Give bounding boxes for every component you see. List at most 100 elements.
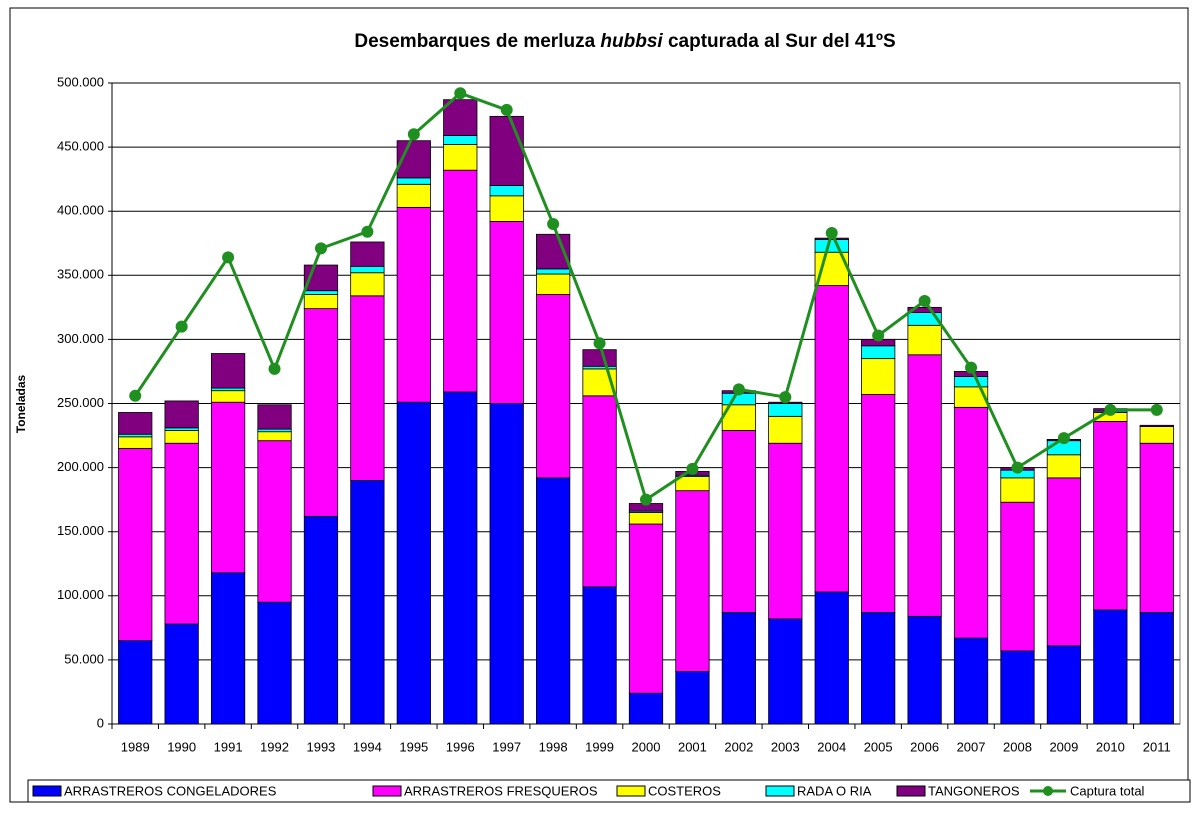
chart-title: Desembarques de merluza hubbsi capturada… (354, 31, 895, 52)
bar-segment (257, 431, 292, 442)
bar-segment (953, 637, 989, 725)
line-marker (640, 493, 652, 506)
bar-segment (861, 345, 896, 360)
bar-segment (118, 412, 153, 435)
line-marker (1011, 461, 1024, 474)
x-tick-label: 1998 (539, 739, 568, 754)
line-marker (732, 383, 745, 396)
legend-swatch (896, 785, 926, 797)
legend-label: ARRASTREROS FRESQUEROS (404, 783, 598, 798)
bar-segment (396, 177, 431, 185)
y-tick-label: 100.000 (57, 587, 104, 602)
line-marker (314, 242, 327, 255)
bar-segment (814, 591, 849, 725)
bar-segment (1046, 454, 1082, 479)
bar-segment (210, 572, 246, 725)
legend-marker (1043, 786, 1053, 796)
legend-swatch (32, 785, 62, 797)
y-tick-label: 300.000 (57, 331, 104, 346)
bar-segment (164, 442, 199, 625)
line-marker (454, 87, 467, 100)
legend-label: COSTEROS (648, 783, 721, 798)
bar-segment (489, 115, 524, 186)
x-tick-label: 1999 (585, 739, 614, 754)
bar-segment (1139, 424, 1174, 427)
bar-segment (536, 273, 571, 295)
bar-segment (582, 395, 617, 588)
bar-segment (1000, 477, 1035, 503)
y-tick-label: 250.000 (57, 395, 104, 410)
bar-segment (489, 403, 524, 725)
x-tick-label: 1989 (121, 739, 150, 754)
line-marker (1150, 403, 1163, 416)
y-tick-label: 200.000 (57, 459, 104, 474)
line-marker (1104, 403, 1117, 416)
bar-segment (907, 354, 942, 617)
bar-segment (443, 144, 478, 171)
title-part: capturada al Sur del 41ºS (663, 31, 896, 52)
bar-segment (303, 515, 339, 725)
bar-segment (1093, 609, 1128, 725)
bar-segment (489, 195, 524, 222)
line-marker (686, 462, 699, 475)
bar-segment (814, 285, 849, 593)
bar-segment (489, 185, 524, 197)
bar-segment (443, 99, 478, 136)
x-tick-label: 1990 (167, 739, 196, 754)
y-tick-label: 50.000 (64, 651, 104, 666)
bar-segment (1093, 421, 1128, 611)
line-marker (407, 128, 420, 141)
bar-segment (628, 692, 664, 725)
line-marker (129, 389, 142, 402)
bar-segment (861, 358, 896, 395)
bar-segment (396, 206, 431, 403)
bar-segment (210, 353, 246, 389)
line-marker (222, 251, 235, 264)
line-marker (918, 294, 931, 307)
bar-segment (118, 447, 153, 642)
bar-segment (303, 294, 339, 310)
bar-segment (1139, 426, 1174, 444)
bar-segment (489, 221, 524, 404)
bar-segment (536, 477, 571, 725)
line-marker (500, 103, 513, 116)
x-tick-label: 1997 (492, 739, 521, 754)
bar-segment (675, 476, 710, 492)
bar-segment (164, 623, 199, 725)
x-tick-label: 2009 (1049, 739, 1078, 754)
bar-segment (907, 615, 942, 725)
bar-segment (768, 403, 803, 417)
legend-label: TANGONEROS (928, 783, 1020, 798)
bar-segment (1046, 645, 1082, 725)
y-tick-label: 400.000 (57, 203, 104, 218)
line-marker (872, 329, 885, 342)
x-tick-label: 2005 (864, 739, 893, 754)
bar-segment (536, 294, 571, 479)
bar-segment (118, 436, 153, 449)
bar-segment (582, 586, 617, 725)
x-tick-label: 2010 (1096, 739, 1125, 754)
bar-segment (675, 671, 710, 725)
bar-segment (1139, 612, 1174, 725)
line-marker (175, 320, 188, 333)
bar-segment (257, 601, 292, 725)
bar-segment (768, 415, 803, 444)
line-marker (965, 361, 978, 374)
bar-segment (164, 430, 199, 444)
bar-segment (861, 612, 896, 725)
y-tick-label: 150.000 (57, 523, 104, 538)
legend-swatch (372, 785, 402, 797)
y-tick-label: 350.000 (57, 267, 104, 282)
line-marker (361, 225, 374, 238)
bar-segment (257, 404, 292, 430)
x-tick-label: 1996 (446, 739, 475, 754)
title-part: Desembarques de merluza (354, 31, 600, 52)
bar-segment (1000, 650, 1035, 725)
bar-segment (443, 391, 478, 725)
bar-segment (443, 135, 478, 145)
bar-segment (210, 401, 246, 574)
line-marker (593, 337, 606, 350)
bar-segment (350, 295, 385, 481)
x-tick-label: 2000 (632, 739, 661, 754)
bar-segment (396, 401, 431, 725)
